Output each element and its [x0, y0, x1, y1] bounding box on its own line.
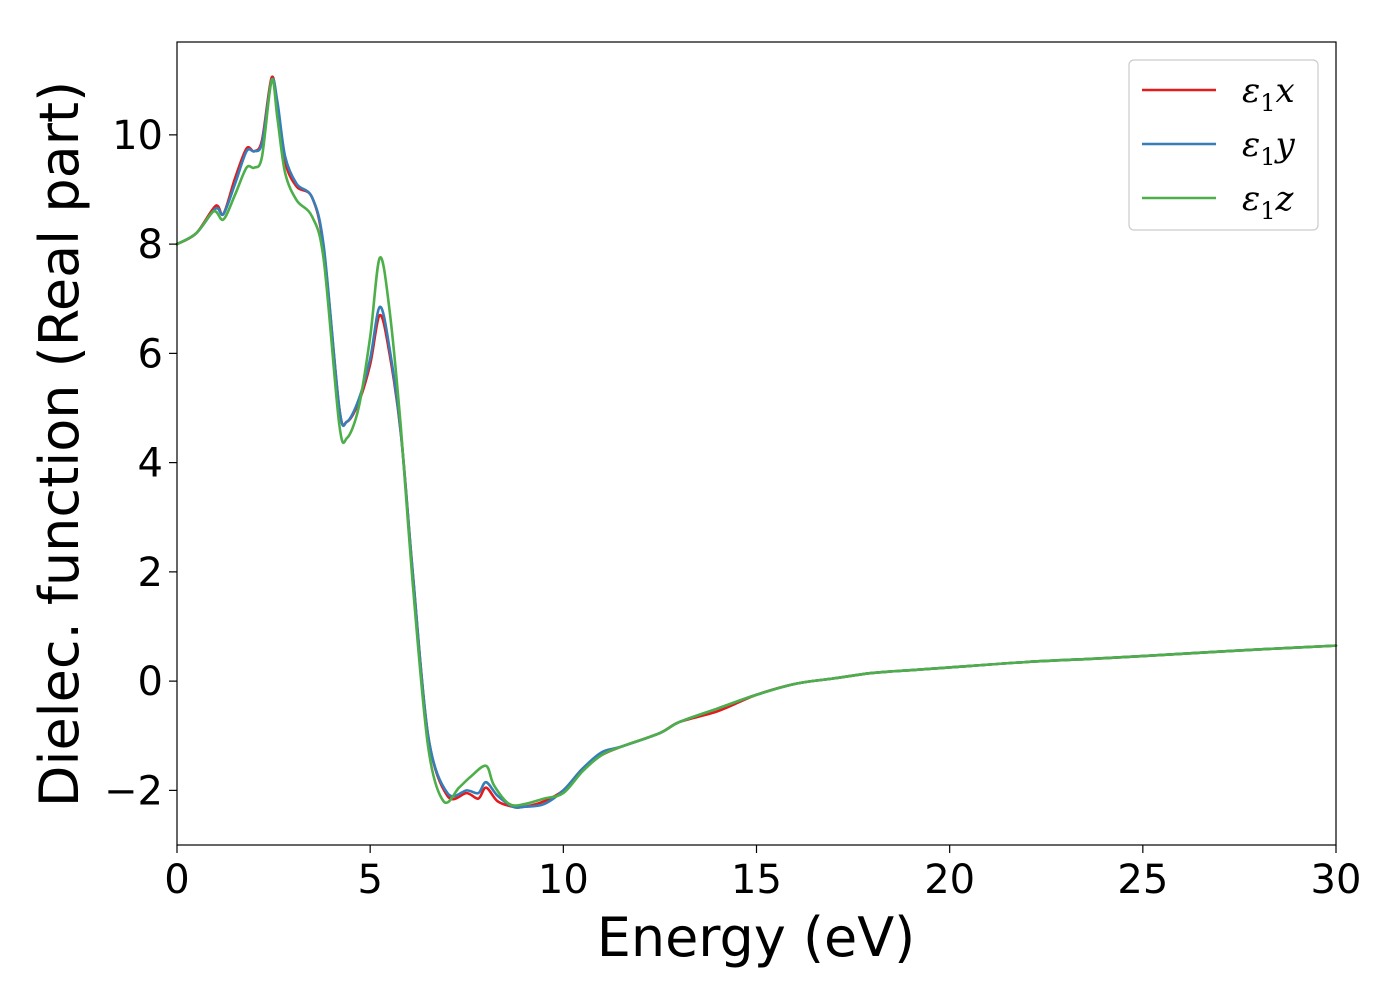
x-tick-label: 30 [1311, 857, 1362, 903]
legend-label-y: ε1y [1242, 125, 1296, 171]
series-lines [175, 75, 1338, 809]
legend-box [1128, 59, 1319, 231]
y-tick-label: 4 [138, 441, 163, 487]
y-tick-label: 2 [138, 550, 163, 596]
y-axis-title: Dielec. function (Real part) [28, 81, 91, 807]
x-axis-ticks: 0 5 10 15 20 25 30 [164, 845, 1361, 903]
legend-label-z: ε1z [1242, 179, 1295, 225]
y-tick-label: −2 [104, 768, 163, 814]
x-tick-label: 5 [357, 857, 382, 903]
series-line-z [175, 78, 1338, 807]
x-tick-label: 0 [164, 857, 189, 903]
x-axis-title: Energy (eV) [597, 906, 916, 969]
y-tick-label: 6 [138, 331, 163, 377]
y-tick-label: 10 [112, 113, 163, 159]
y-tick-label: 0 [138, 659, 163, 705]
legend-label-x: ε1x [1242, 71, 1295, 117]
y-axis-ticks: −2 0 2 4 6 8 10 [104, 113, 177, 814]
x-tick-label: 20 [924, 857, 975, 903]
y-tick-label: 8 [138, 222, 163, 268]
x-tick-label: 15 [731, 857, 782, 903]
x-tick-label: 10 [538, 857, 589, 903]
x-tick-label: 25 [1117, 857, 1168, 903]
legend: ε1x ε1y ε1z [1128, 59, 1319, 231]
